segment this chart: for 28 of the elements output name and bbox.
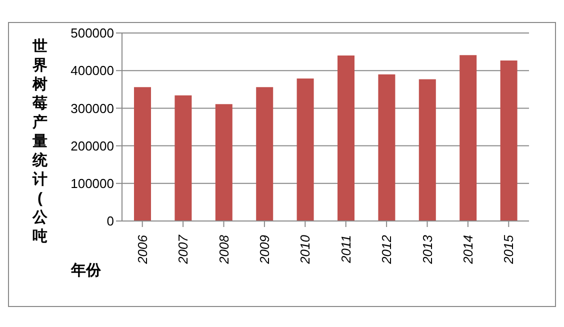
y-tick-label: 400000 (70, 63, 114, 78)
y-tick-label: 0 (106, 214, 114, 229)
x-axis-title: 年份 (71, 261, 101, 280)
y-tick-label: 300000 (70, 100, 114, 116)
bar (174, 95, 192, 221)
bar (215, 104, 232, 221)
x-tick-label: 2015 (501, 234, 516, 265)
bar (134, 87, 151, 221)
x-tick-label: 2010 (298, 234, 313, 265)
x-tick-label: 2012 (379, 234, 394, 265)
bar (338, 56, 354, 221)
y-tick-label: 200000 (70, 138, 114, 154)
x-tick-label: 2007 (176, 234, 191, 265)
y-tick-label: 100000 (70, 176, 114, 192)
x-tick-label: 2009 (256, 235, 272, 265)
bar (460, 55, 477, 221)
x-tick-label: 2006 (134, 234, 150, 265)
text: 世界树莓产量统计(公吨 (32, 38, 48, 245)
bar (418, 79, 436, 221)
x-tick-label: 2011 (338, 235, 354, 264)
x-tick-label: 2008 (216, 234, 232, 265)
bar (256, 87, 274, 221)
bar (378, 74, 396, 221)
bar (500, 60, 518, 221)
x-tick-label: 2014 (460, 235, 476, 265)
y-tick-label: 500000 (70, 26, 114, 41)
bar (296, 78, 314, 221)
x-tick-label: 2013 (420, 234, 435, 265)
